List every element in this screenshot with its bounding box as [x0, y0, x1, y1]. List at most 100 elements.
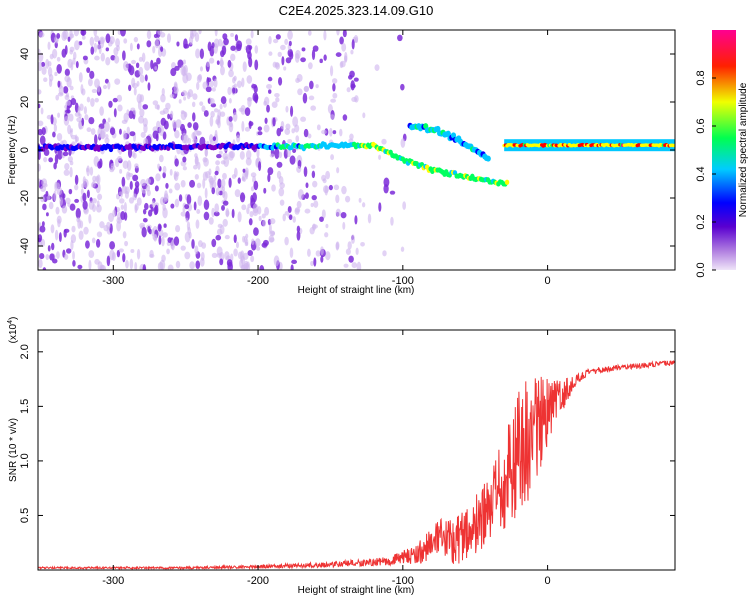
- spectrogram-noise-cell: [277, 51, 282, 58]
- spectrogram-noise-cell: [157, 163, 161, 170]
- spectrogram-noise-cell: [153, 234, 158, 242]
- spectrogram-noise-cell: [249, 210, 254, 218]
- spectrogram-noise-cell: [148, 209, 153, 217]
- spectrogram-noise-cell: [174, 65, 180, 71]
- snr-y-multiplier: (x104): [7, 317, 19, 344]
- spectrogram-noise-cell: [134, 203, 139, 211]
- spectrogram-noise-cell: [96, 204, 102, 213]
- spectrogram-noise-cell: [86, 96, 91, 103]
- spectrogram-noise-cell: [199, 101, 204, 106]
- spectrogram-noise-cell: [94, 97, 99, 103]
- spectrogram-noise-cell: [107, 81, 111, 90]
- spectrogram-noise-cell: [266, 104, 270, 113]
- spectrogram-noise-cell: [202, 178, 206, 189]
- snr-ytick-label: 2.0: [19, 344, 31, 359]
- snr-series-line: [38, 360, 675, 570]
- spectrogram-noise-cell: [48, 157, 54, 163]
- spectrogram-noise-cell: [310, 260, 314, 267]
- spectrogram-noise-cell: [108, 100, 113, 108]
- spectrogram-noise-cell: [263, 124, 270, 133]
- spectrogram-noise-cell: [109, 241, 116, 250]
- spectrogram-noise-cell: [152, 130, 159, 139]
- spectrogram-noise-cell: [219, 258, 224, 266]
- spectrogram-noise-cell: [333, 184, 340, 191]
- colorbar-tick-label: 0.2: [695, 214, 707, 229]
- spectrogram-noise-cell: [170, 110, 174, 118]
- spectrogram-noise-cell: [228, 177, 232, 188]
- spectrogram-noise-cell: [378, 202, 382, 212]
- spectrogram-noise-cell: [63, 253, 69, 260]
- spectrogram-noise-cell: [219, 111, 226, 117]
- spectrogram-noise-cell: [188, 35, 194, 45]
- spectrogram-noise-cell: [142, 217, 148, 223]
- spectrogram-noise-cell: [80, 188, 84, 196]
- spectrogram-noise-cell: [343, 55, 348, 63]
- spectrogram-noise-cell: [63, 115, 70, 126]
- spectrogram-noise-cell: [194, 245, 199, 255]
- spectrogram-noise-cell: [88, 259, 92, 270]
- spectrogram-noise-cell: [222, 172, 227, 180]
- spectrogram-noise-cell: [215, 234, 222, 241]
- spectrogram-noise-cell: [170, 203, 175, 209]
- spectrogram-noise-cell: [151, 200, 156, 208]
- spectrogram-noise-cell: [120, 210, 126, 221]
- spectrogram-noise-cell: [166, 33, 172, 44]
- spectrogram-noise-cell: [94, 134, 98, 146]
- spectrogram-noise-cell: [82, 200, 88, 210]
- snr-xtick-label: 0: [545, 575, 551, 587]
- spectrogram-noise-cell: [264, 206, 270, 216]
- spectrogram-noise-cell: [307, 248, 311, 257]
- spectrogram-noise-cell: [74, 40, 80, 51]
- spectrogram-noise-cell: [184, 231, 191, 243]
- spectrogram-noise-cell: [66, 104, 70, 114]
- spectrogram-noise-cell: [350, 49, 354, 55]
- colorbar: 0.0 0.2 0.4 0.6 0.8 Normalized spectral ampl…: [695, 30, 749, 278]
- spectrogram-noise-cell: [167, 113, 170, 120]
- spectrogram-noise-cell: [166, 248, 170, 255]
- spectrogram-noise-cell: [81, 30, 85, 36]
- spectrogram-noise-cell: [330, 114, 335, 120]
- spectrogram-noise-cell: [77, 264, 83, 270]
- spectrogram-noise-cell: [74, 198, 80, 203]
- spectrogram-noise-cell: [353, 35, 359, 43]
- spectrogram-noise-cell: [128, 197, 135, 204]
- spectrogram-noise-cell: [241, 120, 245, 132]
- spectrogram-noise-cell: [300, 116, 307, 122]
- spectrogram-noise-cell: [194, 153, 198, 158]
- spectrogram-noise-cell: [335, 194, 340, 204]
- spectrogram-noise-cell: [218, 150, 223, 155]
- spectrogram-noise-cell: [69, 33, 75, 39]
- spectrogram-noise-cell: [86, 127, 92, 133]
- spectrogram-noise-cell: [212, 136, 217, 142]
- spectrogram-x-label: Height of straight line (km): [298, 285, 415, 296]
- spectrogram-noise-cell: [201, 105, 206, 112]
- spectrogram-noise-cell: [213, 78, 218, 88]
- spectrogram-noise-cell: [216, 246, 223, 256]
- spectrogram-noise-cell: [88, 78, 93, 87]
- spectrogram-noise-cell: [263, 187, 267, 194]
- spectrogram-noise-cell: [70, 234, 77, 244]
- spectrogram-noise-cell: [217, 178, 222, 189]
- spectrogram-noise-cell: [64, 68, 70, 77]
- spectrogram-noise-cell: [284, 236, 289, 246]
- spectrogram-noise-cell: [48, 201, 54, 210]
- spectrogram-noise-cell: [88, 116, 95, 125]
- spectrogram-noise-cell: [259, 264, 265, 270]
- spectrogram-noise-cell: [346, 87, 351, 93]
- spectrogram-noise-cell: [173, 236, 180, 246]
- spectrogram-noise-cell: [96, 231, 103, 238]
- spectrogram-noise-cell: [294, 208, 300, 215]
- spectrogram-noise-cell: [142, 104, 149, 110]
- spectrogram-noise-cell: [52, 131, 56, 138]
- spectrogram-noise-cell: [305, 182, 309, 189]
- spectrogram-noise-cell: [93, 30, 98, 37]
- spectrogram-noise-cell: [197, 161, 201, 170]
- spectrogram-noise-cell: [176, 41, 180, 47]
- colorbar-label: Normalized spectral amplitude: [738, 82, 749, 217]
- spectrogram-noise-cell: [47, 66, 53, 77]
- spectrogram-noise-cell: [285, 123, 291, 130]
- spectrogram-noise-cell: [129, 42, 133, 52]
- spectrogram-noise-cell: [289, 247, 294, 259]
- colorbar-tick-label: 0.0: [695, 262, 707, 277]
- spectrogram-noise-cell: [233, 234, 237, 244]
